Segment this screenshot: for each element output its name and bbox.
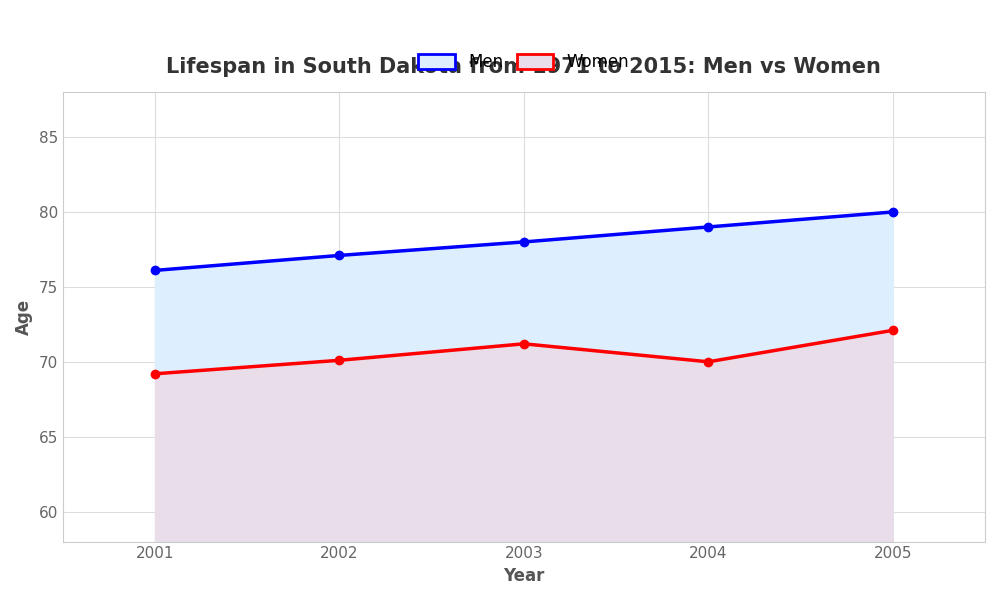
X-axis label: Year: Year xyxy=(503,567,545,585)
Legend: Men, Women: Men, Women xyxy=(412,47,636,78)
Y-axis label: Age: Age xyxy=(15,299,33,335)
Title: Lifespan in South Dakota from 1971 to 2015: Men vs Women: Lifespan in South Dakota from 1971 to 20… xyxy=(166,56,881,77)
